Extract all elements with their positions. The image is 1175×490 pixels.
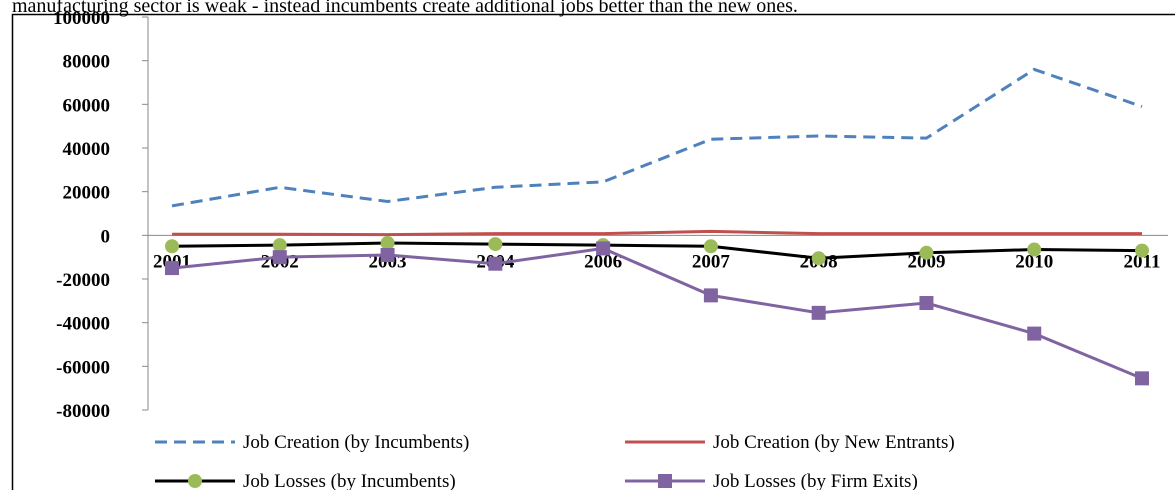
y-tick-label: 20000 <box>63 183 111 204</box>
legend-label: Job Creation (by New Entrants) <box>713 432 955 453</box>
marker <box>1027 242 1042 257</box>
legend-marker <box>188 474 202 488</box>
x-tick-label: 2007 <box>692 251 731 272</box>
marker <box>1135 371 1149 386</box>
marker <box>596 241 611 256</box>
x-tick-label: 2011 <box>1124 251 1161 272</box>
marker <box>380 235 395 250</box>
y-tick-label: -40000 <box>56 314 110 335</box>
marker <box>811 305 826 320</box>
y-tick-label: 60000 <box>63 95 111 116</box>
legend-label: Job Losses (by Incumbents) <box>243 471 456 490</box>
series-line <box>171 246 1143 380</box>
marker <box>919 296 934 311</box>
marker <box>1027 326 1042 341</box>
y-tick-label: 80000 <box>63 52 111 73</box>
marker <box>272 250 287 265</box>
legend-label: Job Creation (by Incumbents) <box>243 432 469 453</box>
y-tick-label: -20000 <box>56 270 110 291</box>
caption: manufacturing sector is weak - instead i… <box>12 0 798 17</box>
chart-border <box>11 13 1175 490</box>
marker <box>919 245 934 260</box>
y-tick-label: -80000 <box>56 401 110 422</box>
y-tick-label: 0 <box>101 226 111 247</box>
marker <box>703 288 718 303</box>
marker <box>488 256 503 271</box>
marker <box>703 239 718 254</box>
marker <box>165 239 179 254</box>
legend-label: Job Losses (by Firm Exits) <box>713 471 918 490</box>
marker <box>272 238 287 253</box>
series-line <box>171 67 1143 208</box>
y-tick-label: 40000 <box>63 139 111 160</box>
x-tick-label: 2006 <box>584 251 622 272</box>
series-line <box>172 229 1142 237</box>
marker <box>811 251 826 266</box>
series-line <box>171 241 1143 260</box>
marker <box>380 247 395 262</box>
y-tick-label: 100000 <box>53 8 110 29</box>
x-tick-label: 2009 <box>907 251 945 272</box>
legend-marker <box>658 474 672 488</box>
marker <box>488 237 503 252</box>
marker <box>165 261 179 276</box>
y-tick-label: -60000 <box>56 357 110 378</box>
x-tick-label: 2010 <box>1015 251 1053 272</box>
marker <box>1135 243 1149 258</box>
